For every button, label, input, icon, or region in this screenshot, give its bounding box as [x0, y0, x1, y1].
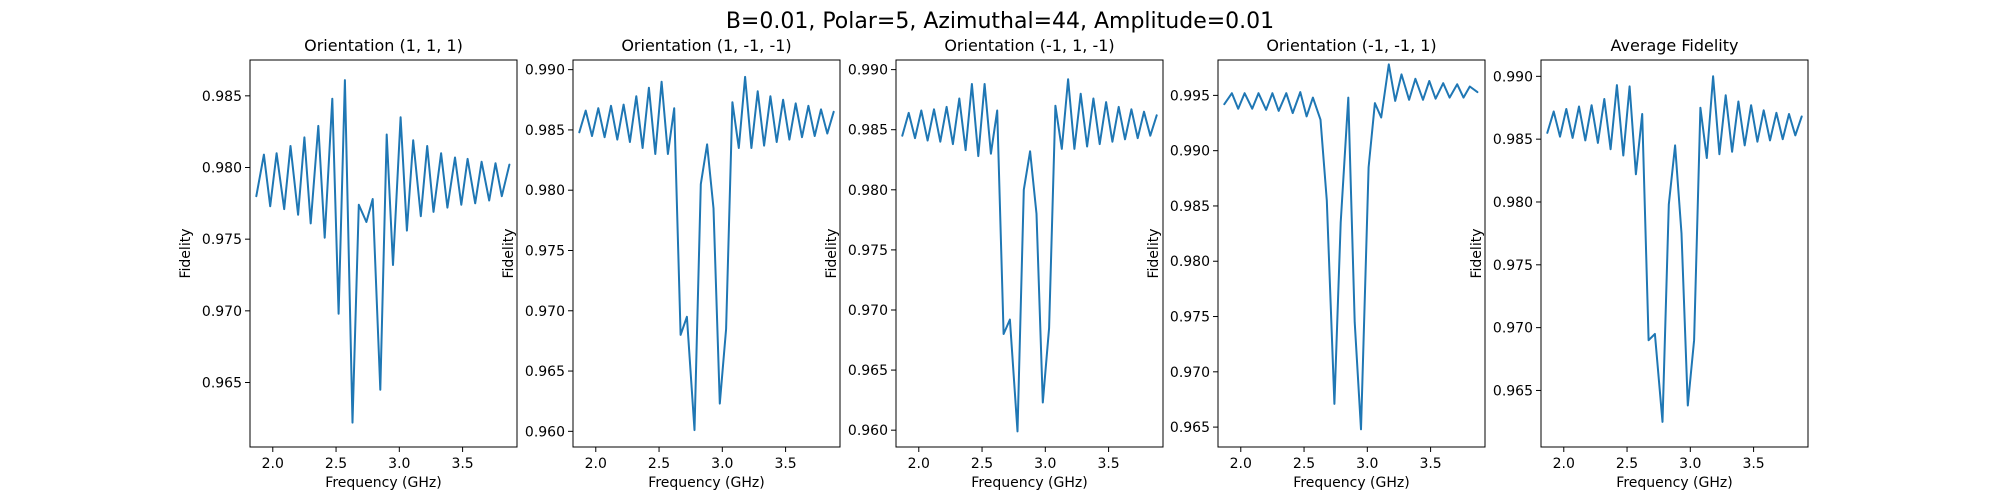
y-tick-label: 0.965: [525, 364, 565, 380]
y-tick-label: 0.975: [525, 243, 565, 259]
x-tick-label: 3.0: [388, 456, 410, 472]
x-tick-label: 3.5: [1097, 456, 1119, 472]
y-tick-label: 0.970: [1493, 321, 1533, 337]
x-tick-label: 3.5: [1419, 456, 1441, 472]
x-tick-label: 2.5: [648, 456, 670, 472]
x-axis-label: Frequency (GHz): [971, 475, 1087, 491]
y-tick-label: 0.965: [1170, 420, 1210, 436]
series-line: [1223, 63, 1479, 431]
x-tick-label: 2.5: [1616, 456, 1638, 472]
y-tick-label: 0.995: [1170, 88, 1210, 104]
x-tick-label: 3.0: [1034, 456, 1056, 472]
y-axis-label: Fidelity: [501, 229, 517, 279]
y-tick-label: 0.975: [202, 232, 242, 248]
x-axis-label: Frequency (GHz): [325, 475, 441, 491]
x-axis-label: Frequency (GHz): [648, 475, 764, 491]
y-tick-label: 0.970: [525, 304, 565, 320]
plot-frame: [572, 59, 841, 448]
y-tick-label: 0.980: [848, 183, 888, 199]
series-line: [255, 79, 511, 424]
y-tick-label: 0.985: [1170, 199, 1210, 215]
y-tick-label: 0.990: [1493, 69, 1533, 85]
subplot-5: 2.0 2.5 3.0 3.5 0.965 0.970 0.975 0.980 0.985 0.9…: [1469, 36, 1809, 491]
x-tick-label: 3.5: [774, 456, 796, 472]
x-axis-label: Frequency (GHz): [1616, 475, 1732, 491]
y-tick-label: 0.985: [1493, 132, 1533, 148]
figure-title: B=0.01, Polar=5, Azimuthal=44, Amplitude…: [726, 9, 1274, 34]
y-tick-label: 0.990: [525, 63, 565, 79]
subplot-title: Orientation (1, -1, -1): [621, 36, 791, 55]
subplot-title: Orientation (1, 1, 1): [304, 36, 463, 55]
y-axis-label: Fidelity: [1469, 229, 1485, 279]
y-tick-label: 0.980: [1493, 195, 1533, 211]
y-tick-label: 0.975: [848, 243, 888, 259]
y-tick-label: 0.985: [202, 89, 242, 105]
y-tick-label: 0.970: [1170, 365, 1210, 381]
x-tick-label: 2.0: [585, 456, 607, 472]
y-tick-label: 0.960: [848, 423, 888, 439]
plot-frame: [1540, 59, 1809, 448]
subplot-title: Average Fidelity: [1611, 36, 1739, 55]
x-tick-label: 2.5: [325, 456, 347, 472]
y-tick-label: 0.990: [1170, 144, 1210, 160]
y-axis-label: Fidelity: [178, 229, 194, 279]
x-tick-label: 3.5: [451, 456, 473, 472]
x-axis-label: Frequency (GHz): [1293, 475, 1409, 491]
y-tick-label: 0.965: [848, 363, 888, 379]
x-tick-label: 2.0: [262, 456, 284, 472]
y-axis-label: Fidelity: [1146, 229, 1162, 279]
x-tick-label: 3.0: [1356, 456, 1378, 472]
plot-frame: [895, 59, 1164, 448]
y-tick-label: 0.970: [202, 304, 242, 320]
plot-frame: [1217, 59, 1486, 448]
y-tick-label: 0.960: [525, 424, 565, 440]
x-tick-label: 2.5: [1293, 456, 1315, 472]
x-tick-label: 2.0: [908, 456, 930, 472]
x-tick-label: 2.5: [971, 456, 993, 472]
subplot-title: Orientation (-1, 1, -1): [944, 36, 1114, 55]
subplot-3: 2.0 2.5 3.0 3.5 0.960 0.965 0.970 0.975 0.980 0.9…: [824, 36, 1164, 491]
y-tick-label: 0.980: [202, 161, 242, 177]
x-tick-label: 3.5: [1742, 456, 1764, 472]
series-line: [578, 75, 835, 432]
subplot-2: 2.0 2.5 3.0 3.5 0.960 0.965 0.970 0.975 0.980 0.9…: [501, 36, 841, 491]
series-line: [901, 78, 1158, 433]
y-tick-label: 0.985: [525, 123, 565, 139]
subplot-1: 2.0 2.5 3.0 3.5 0.965 0.970 0.975 0.980 0.985 Ori…: [178, 36, 518, 491]
x-tick-label: 2.0: [1553, 456, 1575, 472]
y-tick-label: 0.965: [202, 376, 242, 392]
y-tick-label: 0.970: [848, 303, 888, 319]
y-tick-label: 0.975: [1493, 258, 1533, 274]
y-tick-label: 0.990: [848, 63, 888, 79]
y-axis-label: Fidelity: [824, 229, 840, 279]
y-tick-label: 0.980: [525, 183, 565, 199]
y-tick-label: 0.985: [848, 123, 888, 139]
x-tick-label: 3.0: [711, 456, 733, 472]
y-tick-label: 0.965: [1493, 383, 1533, 399]
subplot-title: Orientation (-1, -1, 1): [1266, 36, 1436, 55]
plot-frame: [249, 59, 518, 448]
subplot-4: 2.0 2.5 3.0 3.5 0.965 0.970 0.975 0.980 0.985 0.9…: [1146, 36, 1486, 491]
y-tick-label: 0.975: [1170, 310, 1210, 326]
x-tick-label: 3.0: [1679, 456, 1701, 472]
y-tick-label: 0.980: [1170, 254, 1210, 270]
x-tick-label: 2.0: [1230, 456, 1252, 472]
subplot-grid: 2.0 2.5 3.0 3.5 0.965 0.970 0.975 0.980 0.985 Ori…: [178, 36, 1809, 491]
series-line: [1546, 75, 1803, 423]
